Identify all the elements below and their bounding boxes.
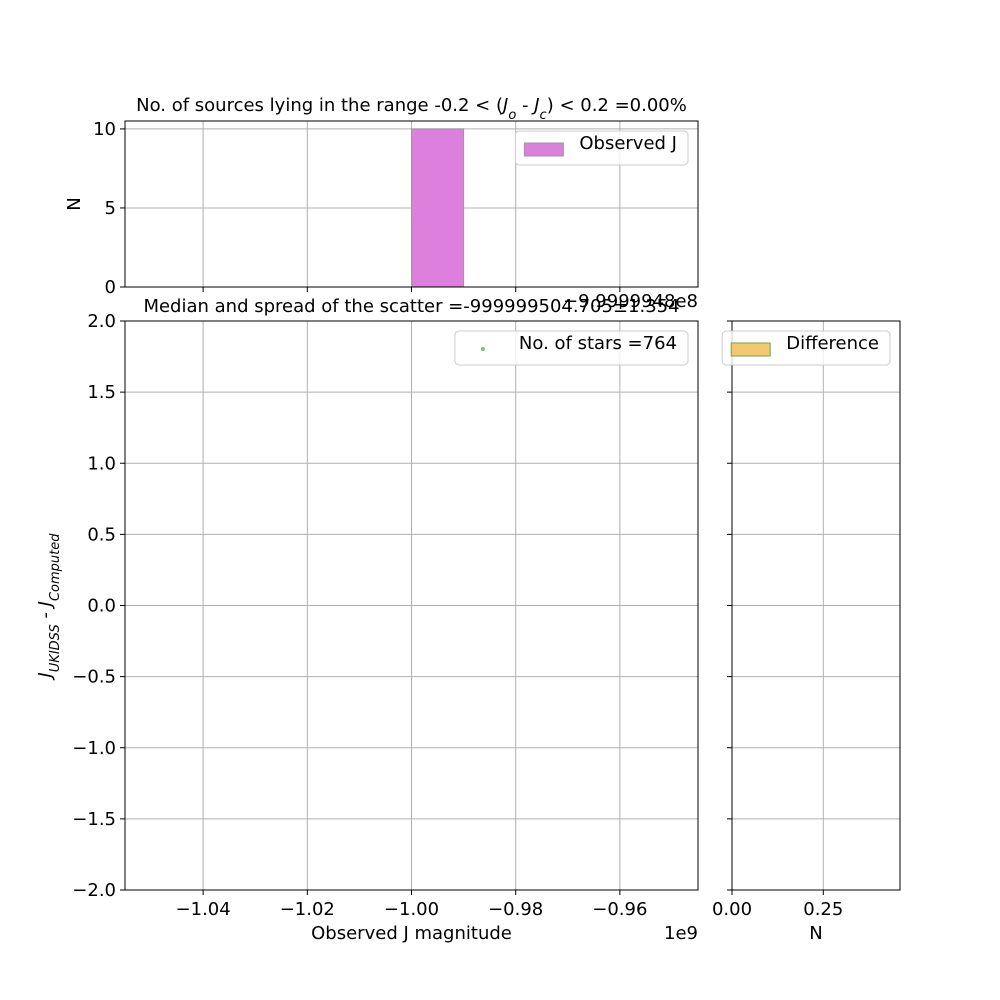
axes-frame: [124, 120, 699, 288]
x-tick-label: −0.98: [488, 899, 543, 920]
x-tick-label: 0.00: [712, 899, 752, 920]
legend-box: [454, 330, 689, 366]
x-tick-label: 0.25: [803, 899, 843, 920]
axes-frame: [731, 320, 901, 891]
x-offset-label: −9.9999948e8: [563, 291, 698, 312]
text-part: No. of sources lying in the range -0.2 <…: [136, 95, 503, 116]
y-tick-label: 0.5: [87, 524, 116, 545]
text-part: -: [516, 95, 534, 116]
text-part: J: [35, 601, 56, 609]
y-axis-label: N: [64, 197, 85, 210]
legend-label: Difference: [786, 333, 879, 354]
axes-frame: [124, 320, 699, 891]
y-axis-label: JUKIDSS - JComputed: [35, 533, 63, 681]
text-part: J: [35, 672, 56, 680]
legend-label: Observed J: [579, 133, 677, 154]
text-part: UKIDSS: [48, 624, 63, 672]
legend: Observed J: [514, 130, 689, 166]
y-tick-label: 1.5: [87, 382, 116, 403]
y-tick-label: −1.5: [72, 809, 116, 830]
x-axis-label: N: [809, 923, 822, 944]
text-part: Computed: [48, 533, 63, 601]
x-tick-label: −0.96: [592, 899, 647, 920]
legend: Difference: [721, 330, 891, 366]
y-tick-label: 1.0: [87, 453, 116, 474]
y-tick-label: 5: [105, 198, 116, 219]
x-offset-label: 1e9: [664, 923, 698, 944]
y-tick-label: −2.0: [72, 880, 116, 901]
x-tick-label: −1.04: [176, 899, 231, 920]
text-part: -: [35, 606, 56, 624]
text-part: J: [500, 95, 508, 116]
y-tick-label: 2.0: [87, 311, 116, 332]
y-tick-label: 0.0: [87, 596, 116, 617]
legend-marker: [480, 347, 485, 351]
axes-title: Median and spread of the scatter =-99999…: [143, 296, 679, 317]
y-tick-label: 10: [93, 119, 116, 140]
bar: [411, 128, 465, 288]
x-tick-label: −1.02: [280, 899, 335, 920]
legend-label: No. of stars =764: [519, 333, 677, 354]
y-tick-label: −1.0: [72, 738, 116, 759]
text-part: o: [508, 108, 516, 123]
legend-swatch: [730, 342, 771, 357]
y-tick-label: 0: [105, 277, 116, 298]
text-part: c: [540, 108, 547, 123]
text-part: J: [531, 95, 539, 116]
x-tick-label: −1.00: [384, 899, 439, 920]
legend: No. of stars =764: [454, 330, 689, 366]
y-tick-label: −0.5: [72, 667, 116, 688]
axes-title: No. of sources lying in the range -0.2 <…: [136, 95, 687, 123]
x-axis-label: Observed J magnitude: [311, 923, 512, 944]
legend-swatch: [523, 142, 564, 157]
text-part: ) < 0.2 =0.00%: [547, 95, 687, 116]
